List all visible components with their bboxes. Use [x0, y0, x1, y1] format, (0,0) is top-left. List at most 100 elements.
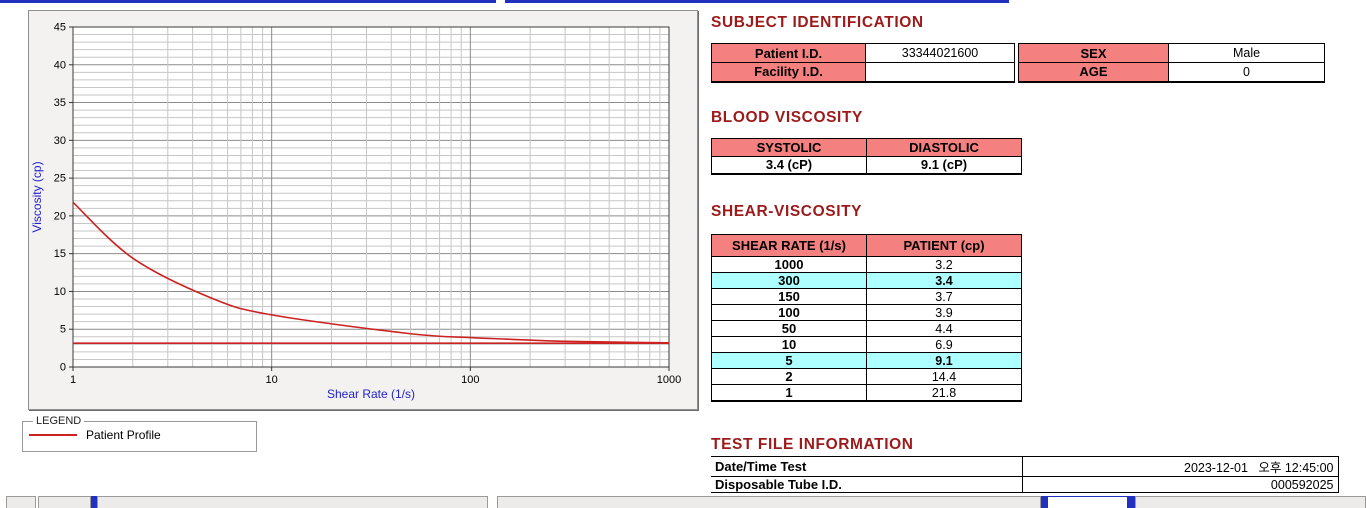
y-tick-label: 5: [60, 324, 66, 336]
window-edge: [1041, 496, 1047, 508]
date-time-test-value: 2023-12-01 오후 12:45:00: [1021, 456, 1339, 477]
table-row: 5 9.1: [711, 352, 1022, 369]
cropped-bottom-controls: [0, 496, 1366, 508]
table-row: Patient I.D. 33344021600: [711, 43, 1015, 63]
disposable-tube-id-label: Disposable Tube I.D.: [711, 476, 1022, 493]
y-tick-label: 25: [54, 173, 66, 185]
shear-viscosity-table: SHEAR RATE (1/s) PATIENT (cp) 1000 3.2 3…: [711, 234, 1022, 402]
table-row: 150 3.7: [711, 288, 1022, 305]
y-tick-label: 0: [60, 362, 66, 374]
y-tick-label: 15: [54, 248, 66, 260]
patient-id-value: 33344021600: [865, 43, 1015, 63]
shear-rate-value: 100: [711, 304, 867, 321]
patient-viscosity-value: 21.8: [866, 384, 1022, 402]
legend-entry: Patient Profile: [29, 428, 250, 442]
table-row: 2 14.4: [711, 368, 1022, 385]
table-row: Disposable Tube I.D. 000592025: [711, 476, 1339, 493]
shear-rate-value: 1: [711, 384, 867, 402]
patient-profile-label: Patient Profile: [86, 428, 161, 442]
table-row: Date/Time Test 2023-12-01 오후 12:45:00: [711, 456, 1339, 477]
sex-value: Male: [1168, 43, 1325, 63]
patient-viscosity-value: 6.9: [866, 336, 1022, 353]
subject-identification-tables: Patient I.D. 33344021600 Facility I.D. S…: [711, 43, 1338, 83]
cropped-button[interactable]: [1047, 496, 1128, 508]
subject-identification-table-left: Patient I.D. 33344021600 Facility I.D.: [711, 43, 1015, 83]
x-tick-label: 1: [70, 374, 76, 386]
results-panel: SUBJECT IDENTIFICATION Patient I.D. 3334…: [711, 14, 1339, 493]
patient-viscosity-value: 3.4: [866, 272, 1022, 289]
cropped-panel: [1135, 496, 1366, 508]
shear-rate-column-header: SHEAR RATE (1/s): [711, 234, 867, 257]
cropped-panel: [97, 496, 488, 508]
y-tick-label: 45: [54, 22, 66, 34]
test-file-info-table: Date/Time Test 2023-12-01 오후 12:45:00 Di…: [711, 456, 1339, 493]
section-title-test-file-information: TEST FILE INFORMATION: [711, 436, 914, 453]
table-row: 100 3.9: [711, 304, 1022, 321]
shear-rate-value: 5: [711, 352, 867, 369]
diastolic-value: 9.1 (cP): [866, 155, 1022, 175]
y-tick-label: 20: [54, 210, 66, 222]
patient-viscosity-value: 14.4: [866, 368, 1022, 385]
systolic-header: SYSTOLIC: [711, 137, 867, 157]
x-axis-label: Shear Rate (1/s): [327, 387, 415, 401]
section-title-shear-viscosity: SHEAR-VISCOSITY: [711, 203, 863, 220]
window-edge: [91, 496, 97, 508]
patient-viscosity-value: 4.4: [866, 320, 1022, 337]
window-edge-top-left: [0, 0, 496, 3]
patient-id-label: Patient I.D.: [711, 43, 866, 63]
table-row: Facility I.D.: [711, 62, 1015, 82]
cropped-panel: [497, 496, 1041, 508]
y-axis-label: Viscosity (cp): [30, 161, 44, 232]
cropped-button[interactable]: [6, 496, 36, 508]
x-tick-label: 1000: [657, 374, 681, 386]
window-edge: [1128, 496, 1135, 508]
sex-label: SEX: [1018, 43, 1169, 63]
shear-rate-value: 150: [711, 288, 867, 305]
table-row: 1000 3.2: [711, 256, 1022, 273]
facility-id-label: Facility I.D.: [711, 62, 866, 82]
table-row: 50 4.4: [711, 320, 1022, 337]
y-tick-label: 35: [54, 97, 66, 109]
table-row: SYSTOLIC DIASTOLIC: [711, 137, 1022, 157]
table-row: SEX Male: [1018, 43, 1325, 63]
section-title-blood-viscosity: BLOOD VISCOSITY: [711, 108, 863, 126]
y-tick-label: 10: [54, 286, 66, 298]
x-tick-label: 100: [461, 374, 479, 386]
disposable-tube-id-value: 000592025: [1021, 476, 1339, 493]
shear-rate-value: 300: [711, 272, 867, 289]
age-value: 0: [1168, 62, 1325, 82]
section-title-subject-identification: SUBJECT IDENTIFICATION: [711, 14, 924, 31]
table-header-row: SHEAR RATE (1/s) PATIENT (cp): [711, 234, 1022, 257]
shear-viscosity-chart: 0 5 10 15 20 25 30 35 40 45 1 10 100 1000 Shear Rate (…: [30, 22, 681, 402]
table-row: 3.4 (cP) 9.1 (cP): [711, 155, 1022, 175]
series-line: [72, 201, 670, 344]
viscosity-chart-panel: 0 5 10 15 20 25 30 35 40 45 1 10 100 1000 Shear Rate (…: [28, 10, 698, 410]
diastolic-header: DIASTOLIC: [866, 137, 1022, 157]
shear-rate-value: 50: [711, 320, 867, 337]
subject-identification-table-right: SEX Male AGE 0: [1018, 43, 1325, 83]
y-tick-label: 30: [54, 135, 66, 147]
legend-box: LEGEND Patient Profile: [22, 415, 257, 452]
table-row: 300 3.4: [711, 272, 1022, 289]
blood-viscosity-table: SYSTOLIC DIASTOLIC 3.4 (cP) 9.1 (cP): [711, 137, 1022, 175]
date-time-test-label: Date/Time Test: [711, 456, 1022, 477]
cropped-button[interactable]: [38, 496, 91, 508]
shear-rate-value: 2: [711, 368, 867, 385]
table-row: AGE 0: [1018, 62, 1325, 82]
table-row: 1 21.8: [711, 384, 1022, 402]
window-edge-top-right: [505, 0, 1009, 3]
shear-rate-value: 10: [711, 336, 867, 353]
age-label: AGE: [1018, 62, 1169, 82]
patient-viscosity-value: 9.1: [866, 352, 1022, 369]
y-tick-label: 40: [54, 59, 66, 71]
x-tick-label: 10: [266, 374, 278, 386]
patient-viscosity-value: 3.2: [866, 256, 1022, 273]
legend-box-label: LEGEND: [36, 415, 82, 427]
patient-profile-line-sample: [29, 434, 77, 436]
systolic-value: 3.4 (cP): [711, 155, 867, 175]
shear-rate-value: 1000: [711, 256, 867, 273]
facility-id-value: [865, 62, 1015, 82]
patient-viscosity-value: 3.9: [866, 304, 1022, 321]
table-row: 10 6.9: [711, 336, 1022, 353]
